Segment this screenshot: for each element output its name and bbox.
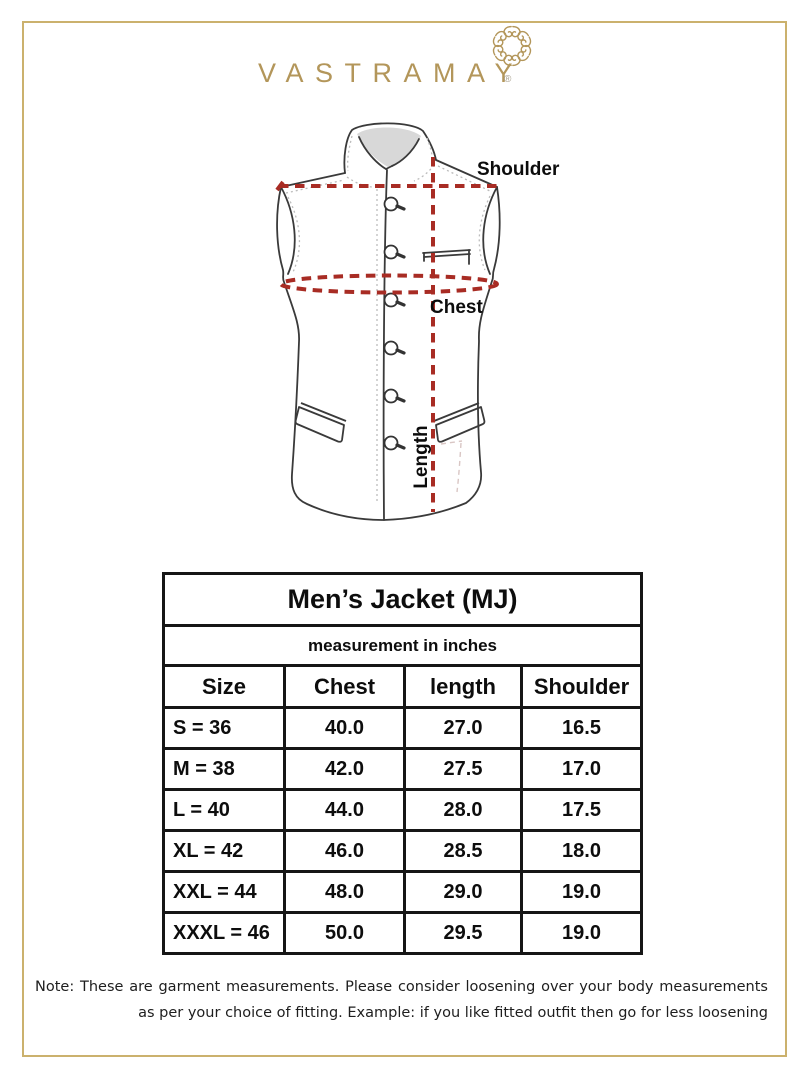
length-cell: 28.5: [403, 829, 523, 873]
chest-welt-pocket: [422, 249, 471, 265]
collar-inner-shading: [357, 127, 421, 167]
table-subtitle-row: measurement in inches: [161, 624, 644, 667]
note-line-1: Note: These are garment measurements. Pl…: [35, 979, 768, 995]
size-cell: L = 40: [162, 788, 286, 832]
right-pocket: [433, 402, 486, 443]
size-cell: S = 36: [162, 706, 286, 750]
size-cell: XXXL = 46: [162, 911, 286, 955]
table-title: Men’s Jacket (MJ): [161, 572, 644, 627]
table-subtitle: measurement in inches: [161, 624, 644, 667]
chest-cell: 40.0: [283, 706, 406, 750]
size-chart-table: Men’s Jacket (MJ) measurement in inches …: [161, 572, 644, 955]
chest-label: Chest: [430, 297, 483, 318]
jacket-outline: [276, 122, 501, 521]
table-row: XXXL = 46 50.0 29.5 19.0: [162, 911, 644, 955]
table-row: XXL = 44 48.0 29.0 19.0: [162, 870, 644, 914]
length-cell: 28.0: [403, 788, 523, 832]
inner-pocket-dashed: [440, 440, 463, 493]
chest-measure-ellipse: [279, 273, 499, 295]
chest-cell: 42.0: [283, 747, 406, 791]
chest-cell: 48.0: [283, 870, 406, 914]
size-cell: XL = 42: [162, 829, 286, 873]
note-line-2: as per your choice of fitting. Example: …: [138, 1005, 768, 1021]
column-header-shoulder: Shoulder: [519, 664, 644, 709]
chest-cell: 50.0: [283, 911, 406, 955]
table-header-row: Size Chest length Shoulder: [162, 664, 644, 709]
chest-cell: 44.0: [283, 788, 406, 832]
note-text: Note: These are garment measurements. Pl…: [35, 974, 768, 1026]
length-cell: 29.0: [403, 870, 523, 914]
table-row: XL = 42 46.0 28.5 18.0: [162, 829, 644, 873]
length-cell: 27.0: [403, 706, 523, 750]
length-cell: 29.5: [403, 911, 523, 955]
measure-lines: [275, 157, 499, 512]
size-cell: M = 38: [162, 747, 286, 791]
size-cell: XXL = 44: [162, 870, 286, 914]
shoulder-cell: 19.0: [519, 870, 644, 914]
shoulder-cell: 17.5: [519, 788, 644, 832]
jacket-measurement-diagram: Shoulder Chest Length: [275, 122, 560, 521]
chest-cell: 46.0: [283, 829, 406, 873]
button-placket-buttons: [383, 196, 406, 451]
column-header-chest: Chest: [283, 664, 406, 709]
shoulder-cell: 16.5: [519, 706, 644, 750]
floral-ornament-icon: [492, 25, 532, 67]
brand-wordmark: VASTRAMAY: [258, 58, 525, 88]
shoulder-cell: 18.0: [519, 829, 644, 873]
length-label: Length: [411, 425, 432, 488]
length-cell: 27.5: [403, 747, 523, 791]
table-row: S = 36 40.0 27.0 16.5: [162, 706, 644, 750]
shoulder-label: Shoulder: [477, 159, 560, 180]
column-header-length: length: [403, 664, 523, 709]
table-title-row: Men’s Jacket (MJ): [161, 572, 644, 627]
shoulder-cell: 19.0: [519, 911, 644, 955]
table-row: L = 40 44.0 28.0 17.5: [162, 788, 644, 832]
left-pocket: [294, 402, 347, 443]
shoulder-tip-tick: [275, 180, 285, 192]
registered-trademark-symbol: ®: [504, 74, 512, 85]
column-header-size: Size: [162, 664, 286, 709]
table-row: M = 38 42.0 27.5 17.0: [162, 747, 644, 791]
shoulder-cell: 17.0: [519, 747, 644, 791]
